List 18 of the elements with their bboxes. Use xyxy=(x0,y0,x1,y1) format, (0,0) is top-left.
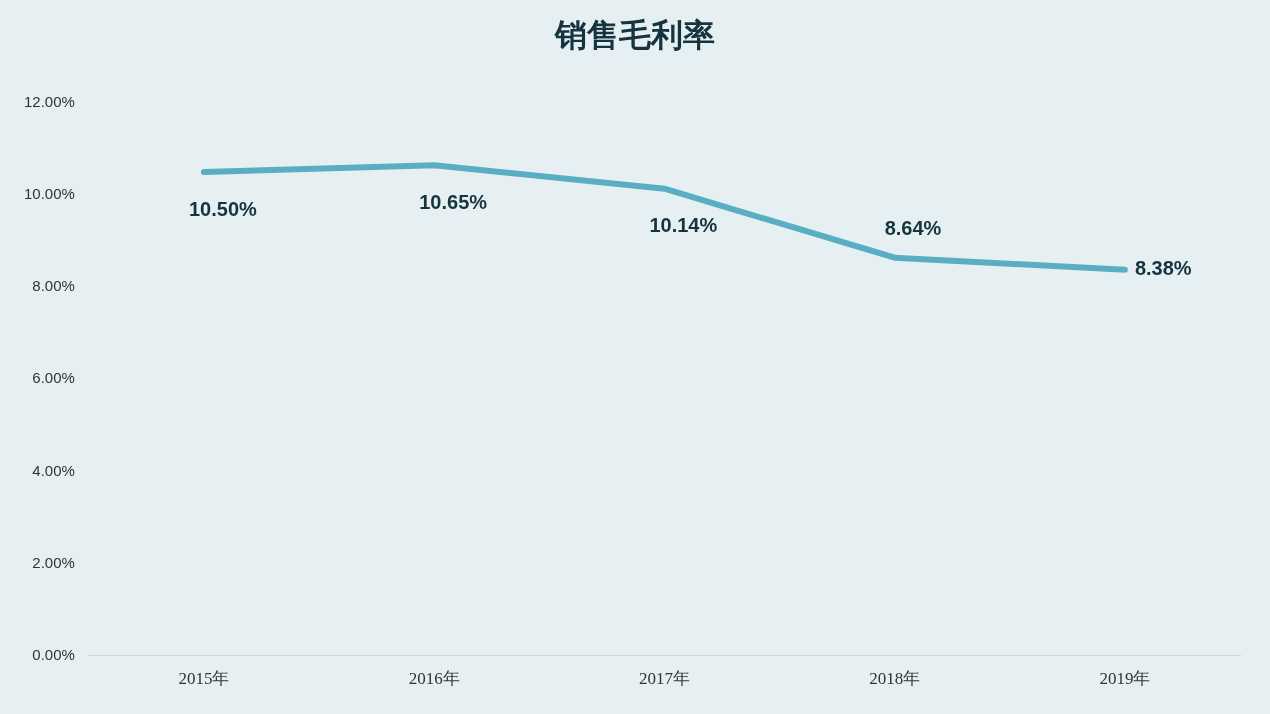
x-tick-label: 2018年 xyxy=(869,669,921,689)
chart-title: 销售毛利率 xyxy=(553,15,716,56)
y-tick-label: 12.00% xyxy=(24,93,75,111)
y-tick-label: 4.00% xyxy=(32,461,75,479)
y-tick-label: 6.00% xyxy=(32,369,75,387)
data-label: 10.65% xyxy=(419,190,488,213)
x-tick-label: 2017年 xyxy=(638,669,690,689)
data-label: 10.50% xyxy=(188,197,258,220)
y-tick-label: 2.00% xyxy=(32,553,75,571)
x-tick-label: 2016年 xyxy=(408,669,460,689)
y-tick-label: 8.00% xyxy=(32,277,75,295)
y-tick-label: 10.00% xyxy=(24,185,75,203)
x-tick-label: 2015年 xyxy=(178,669,230,689)
data-label: 8.38% xyxy=(1134,257,1192,280)
data-label: 10.14% xyxy=(649,214,718,237)
x-tick-label: 2019年 xyxy=(1099,669,1151,689)
data-label: 8.64% xyxy=(884,217,942,240)
y-tick-label: 0.00% xyxy=(32,645,75,663)
